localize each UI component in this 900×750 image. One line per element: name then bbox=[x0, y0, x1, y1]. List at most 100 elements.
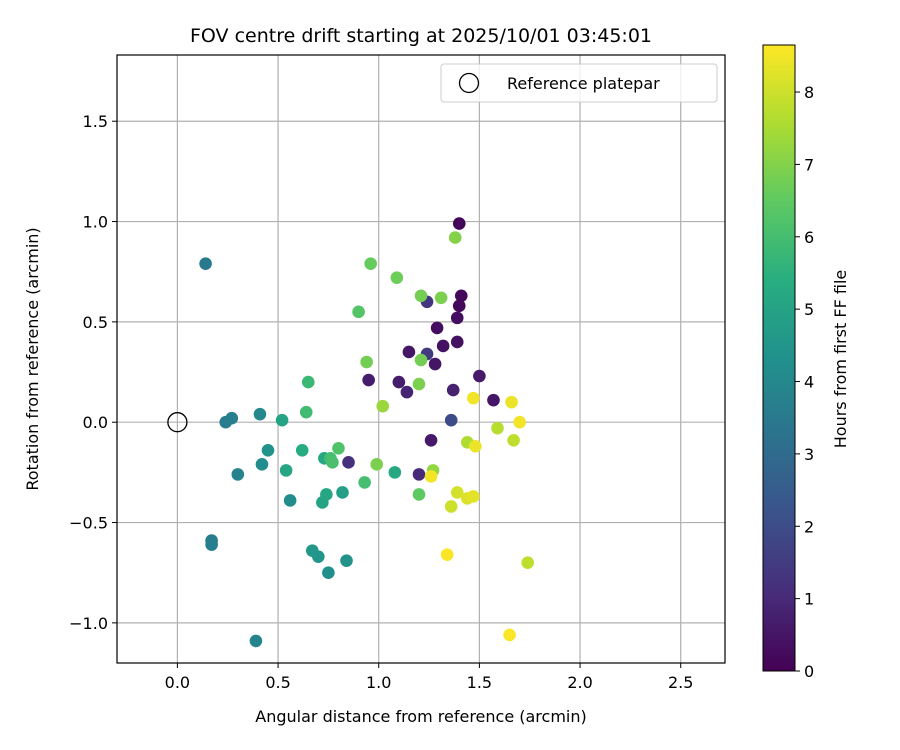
y-tick-label: 0.5 bbox=[83, 313, 108, 332]
y-tick-label: 1.0 bbox=[83, 213, 108, 232]
data-point bbox=[279, 464, 293, 477]
chart-title: FOV centre drift starting at 2025/10/01 … bbox=[190, 25, 652, 47]
data-point bbox=[487, 393, 500, 407]
data-point bbox=[428, 357, 442, 371]
colorbar-tick-label: 2 bbox=[804, 517, 814, 536]
data-point bbox=[448, 231, 462, 244]
legend-label-reference: Reference platepar bbox=[507, 74, 660, 93]
data-point bbox=[388, 466, 402, 479]
data-point bbox=[450, 486, 464, 499]
data-point bbox=[521, 556, 535, 569]
data-point bbox=[370, 458, 384, 471]
data-point bbox=[320, 488, 333, 501]
data-point bbox=[332, 441, 345, 455]
data-point bbox=[434, 291, 448, 305]
data-point bbox=[336, 486, 349, 499]
data-point bbox=[412, 377, 426, 391]
data-point bbox=[436, 339, 450, 353]
legend-open-circle-marker bbox=[458, 72, 480, 94]
data-point bbox=[275, 413, 289, 427]
colorbar-tick-label: 5 bbox=[804, 300, 814, 319]
data-point bbox=[299, 405, 313, 419]
data-point bbox=[452, 299, 466, 313]
data-point bbox=[249, 634, 263, 648]
reference-marker bbox=[167, 412, 188, 433]
x-tick-label: 2.0 bbox=[567, 673, 592, 692]
x-tick-label: 1.5 bbox=[467, 673, 492, 692]
data-point bbox=[440, 548, 454, 561]
data-point bbox=[199, 257, 212, 270]
data-point bbox=[390, 271, 404, 285]
data-point bbox=[322, 566, 335, 580]
x-axis-label: Angular distance from reference (arcmin) bbox=[255, 707, 586, 726]
data-point bbox=[326, 456, 339, 469]
data-point bbox=[402, 345, 416, 359]
data-point bbox=[205, 538, 218, 551]
data-point bbox=[261, 444, 275, 457]
data-point bbox=[467, 391, 480, 405]
data-point bbox=[430, 321, 444, 335]
data-point bbox=[340, 554, 353, 567]
data-point bbox=[503, 628, 516, 642]
colorbar-tick-label: 3 bbox=[804, 445, 814, 464]
data-point bbox=[450, 311, 464, 325]
data-point bbox=[295, 444, 309, 457]
data-point bbox=[444, 500, 458, 513]
data-point bbox=[364, 257, 377, 270]
data-point bbox=[253, 407, 267, 421]
x-tick-label: 1.0 bbox=[366, 673, 391, 692]
data-point bbox=[454, 289, 468, 303]
colorbar-ticks: 0 1 2 3 4 5 6 7 8 bbox=[795, 83, 814, 681]
data-point bbox=[424, 470, 438, 483]
colorbar-tick-label: 0 bbox=[804, 662, 814, 681]
x-axis-ticks: 0.0 0.5 1.0 1.5 2.0 2.5 bbox=[165, 663, 693, 692]
data-point bbox=[414, 289, 428, 303]
data-point bbox=[225, 411, 239, 425]
data-point bbox=[469, 439, 482, 453]
data-point bbox=[446, 383, 460, 397]
data-point bbox=[444, 413, 458, 427]
data-points bbox=[199, 217, 535, 648]
legend-box bbox=[440, 63, 718, 103]
y-tick-label: 0.0 bbox=[83, 413, 108, 432]
y-tick-label: 1.5 bbox=[83, 112, 108, 131]
y-axis-ticks: −1.0 −0.5 0.0 0.5 1.0 1.5 bbox=[69, 112, 117, 633]
data-point bbox=[255, 458, 269, 471]
data-point bbox=[507, 433, 520, 447]
y-tick-label: −0.5 bbox=[69, 514, 108, 533]
data-point bbox=[301, 375, 315, 389]
data-point bbox=[231, 468, 245, 481]
colorbar-tick-label: 1 bbox=[804, 590, 814, 609]
data-point bbox=[352, 305, 365, 319]
y-tick-label: −1.0 bbox=[69, 614, 108, 633]
data-point bbox=[473, 369, 486, 383]
data-point bbox=[360, 355, 373, 369]
x-tick-label: 0.5 bbox=[265, 673, 290, 692]
colorbar-tick-label: 7 bbox=[804, 155, 814, 174]
data-point bbox=[358, 476, 371, 489]
y-axis-label: Rotation from reference (arcmin) bbox=[23, 227, 42, 490]
colorbar-tick-label: 8 bbox=[804, 83, 814, 102]
x-tick-label: 0.0 bbox=[165, 673, 190, 692]
legend: Reference platepar bbox=[440, 63, 718, 103]
data-point bbox=[400, 385, 414, 399]
data-point bbox=[376, 399, 390, 413]
colorbar-tick-label: 6 bbox=[804, 228, 814, 247]
data-point bbox=[513, 415, 526, 429]
data-point bbox=[362, 373, 375, 387]
data-point bbox=[450, 335, 464, 349]
colorbar bbox=[762, 44, 796, 672]
data-point bbox=[467, 490, 480, 503]
data-point bbox=[505, 395, 518, 409]
data-point bbox=[312, 550, 325, 563]
x-tick-label: 2.5 bbox=[668, 673, 693, 692]
data-point bbox=[283, 494, 297, 507]
colorbar-label: Hours from first FF file bbox=[831, 270, 850, 449]
plot-frame bbox=[116, 54, 726, 664]
colorbar-tick-label: 4 bbox=[804, 373, 814, 392]
data-point bbox=[392, 375, 406, 389]
data-point bbox=[412, 468, 426, 481]
data-point bbox=[412, 488, 426, 501]
data-point bbox=[342, 456, 355, 469]
